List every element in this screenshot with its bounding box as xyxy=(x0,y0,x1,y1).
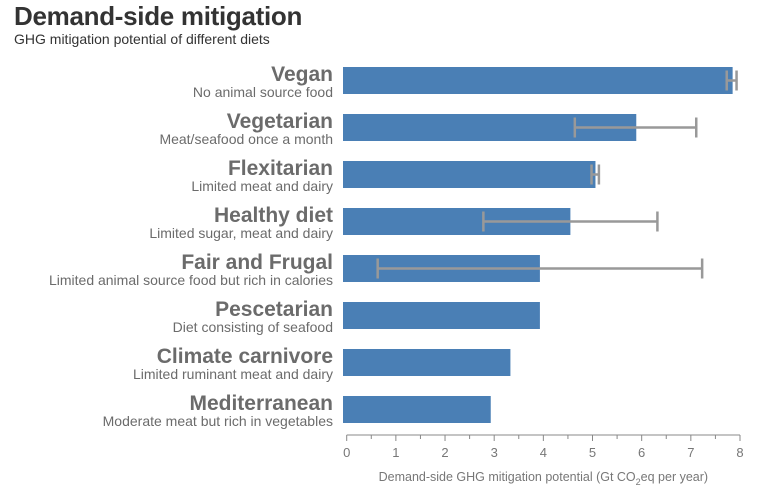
chart-title: Demand-side mitigation xyxy=(14,1,303,31)
category-name: Pescetarian xyxy=(215,298,333,321)
category-description: Moderate meat but rich in vegetables xyxy=(103,413,333,429)
x-tick-label: 6 xyxy=(638,445,645,460)
x-tick-label: 8 xyxy=(736,445,743,460)
category-name: Vegan xyxy=(271,63,333,86)
category-description: Limited ruminant meat and dairy xyxy=(133,366,333,382)
category-name: Flexitarian xyxy=(228,157,333,180)
category-description: Limited animal source food but rich in c… xyxy=(49,272,333,288)
x-tick-label: 3 xyxy=(491,445,498,460)
category-description: Diet consisting of seafood xyxy=(173,319,333,335)
bar xyxy=(343,67,733,94)
category-name: Fair and Frugal xyxy=(181,251,333,274)
category-name: Mediterranean xyxy=(189,392,333,415)
x-axis-label-part: Demand-side GHG mitigation potential (Gt… xyxy=(379,470,636,484)
x-tick-label: 4 xyxy=(540,445,547,460)
chart-subtitle: GHG mitigation potential of different di… xyxy=(14,31,270,47)
x-tick-label: 7 xyxy=(687,445,694,460)
x-axis-label-part: eq per year) xyxy=(641,470,708,484)
category-name: Climate carnivore xyxy=(157,345,333,368)
bar xyxy=(343,349,511,376)
category-name: Vegetarian xyxy=(227,110,333,133)
category-name: Healthy diet xyxy=(214,204,333,227)
bar xyxy=(343,302,540,329)
bar xyxy=(343,161,596,188)
x-tick-label: 1 xyxy=(392,445,399,460)
category-description: Meat/seafood once a month xyxy=(159,131,333,147)
bar xyxy=(343,396,491,423)
category-description: Limited meat and dairy xyxy=(191,178,333,194)
category-description: No animal source food xyxy=(193,84,333,100)
x-tick-label: 2 xyxy=(441,445,448,460)
x-tick-label: 0 xyxy=(343,445,350,460)
x-axis-label: Demand-side GHG mitigation potential (Gt… xyxy=(379,470,708,487)
x-tick-label: 5 xyxy=(589,445,596,460)
category-description: Limited sugar, meat and dairy xyxy=(149,225,333,241)
x-axis-label-subscript: 2 xyxy=(636,477,641,487)
